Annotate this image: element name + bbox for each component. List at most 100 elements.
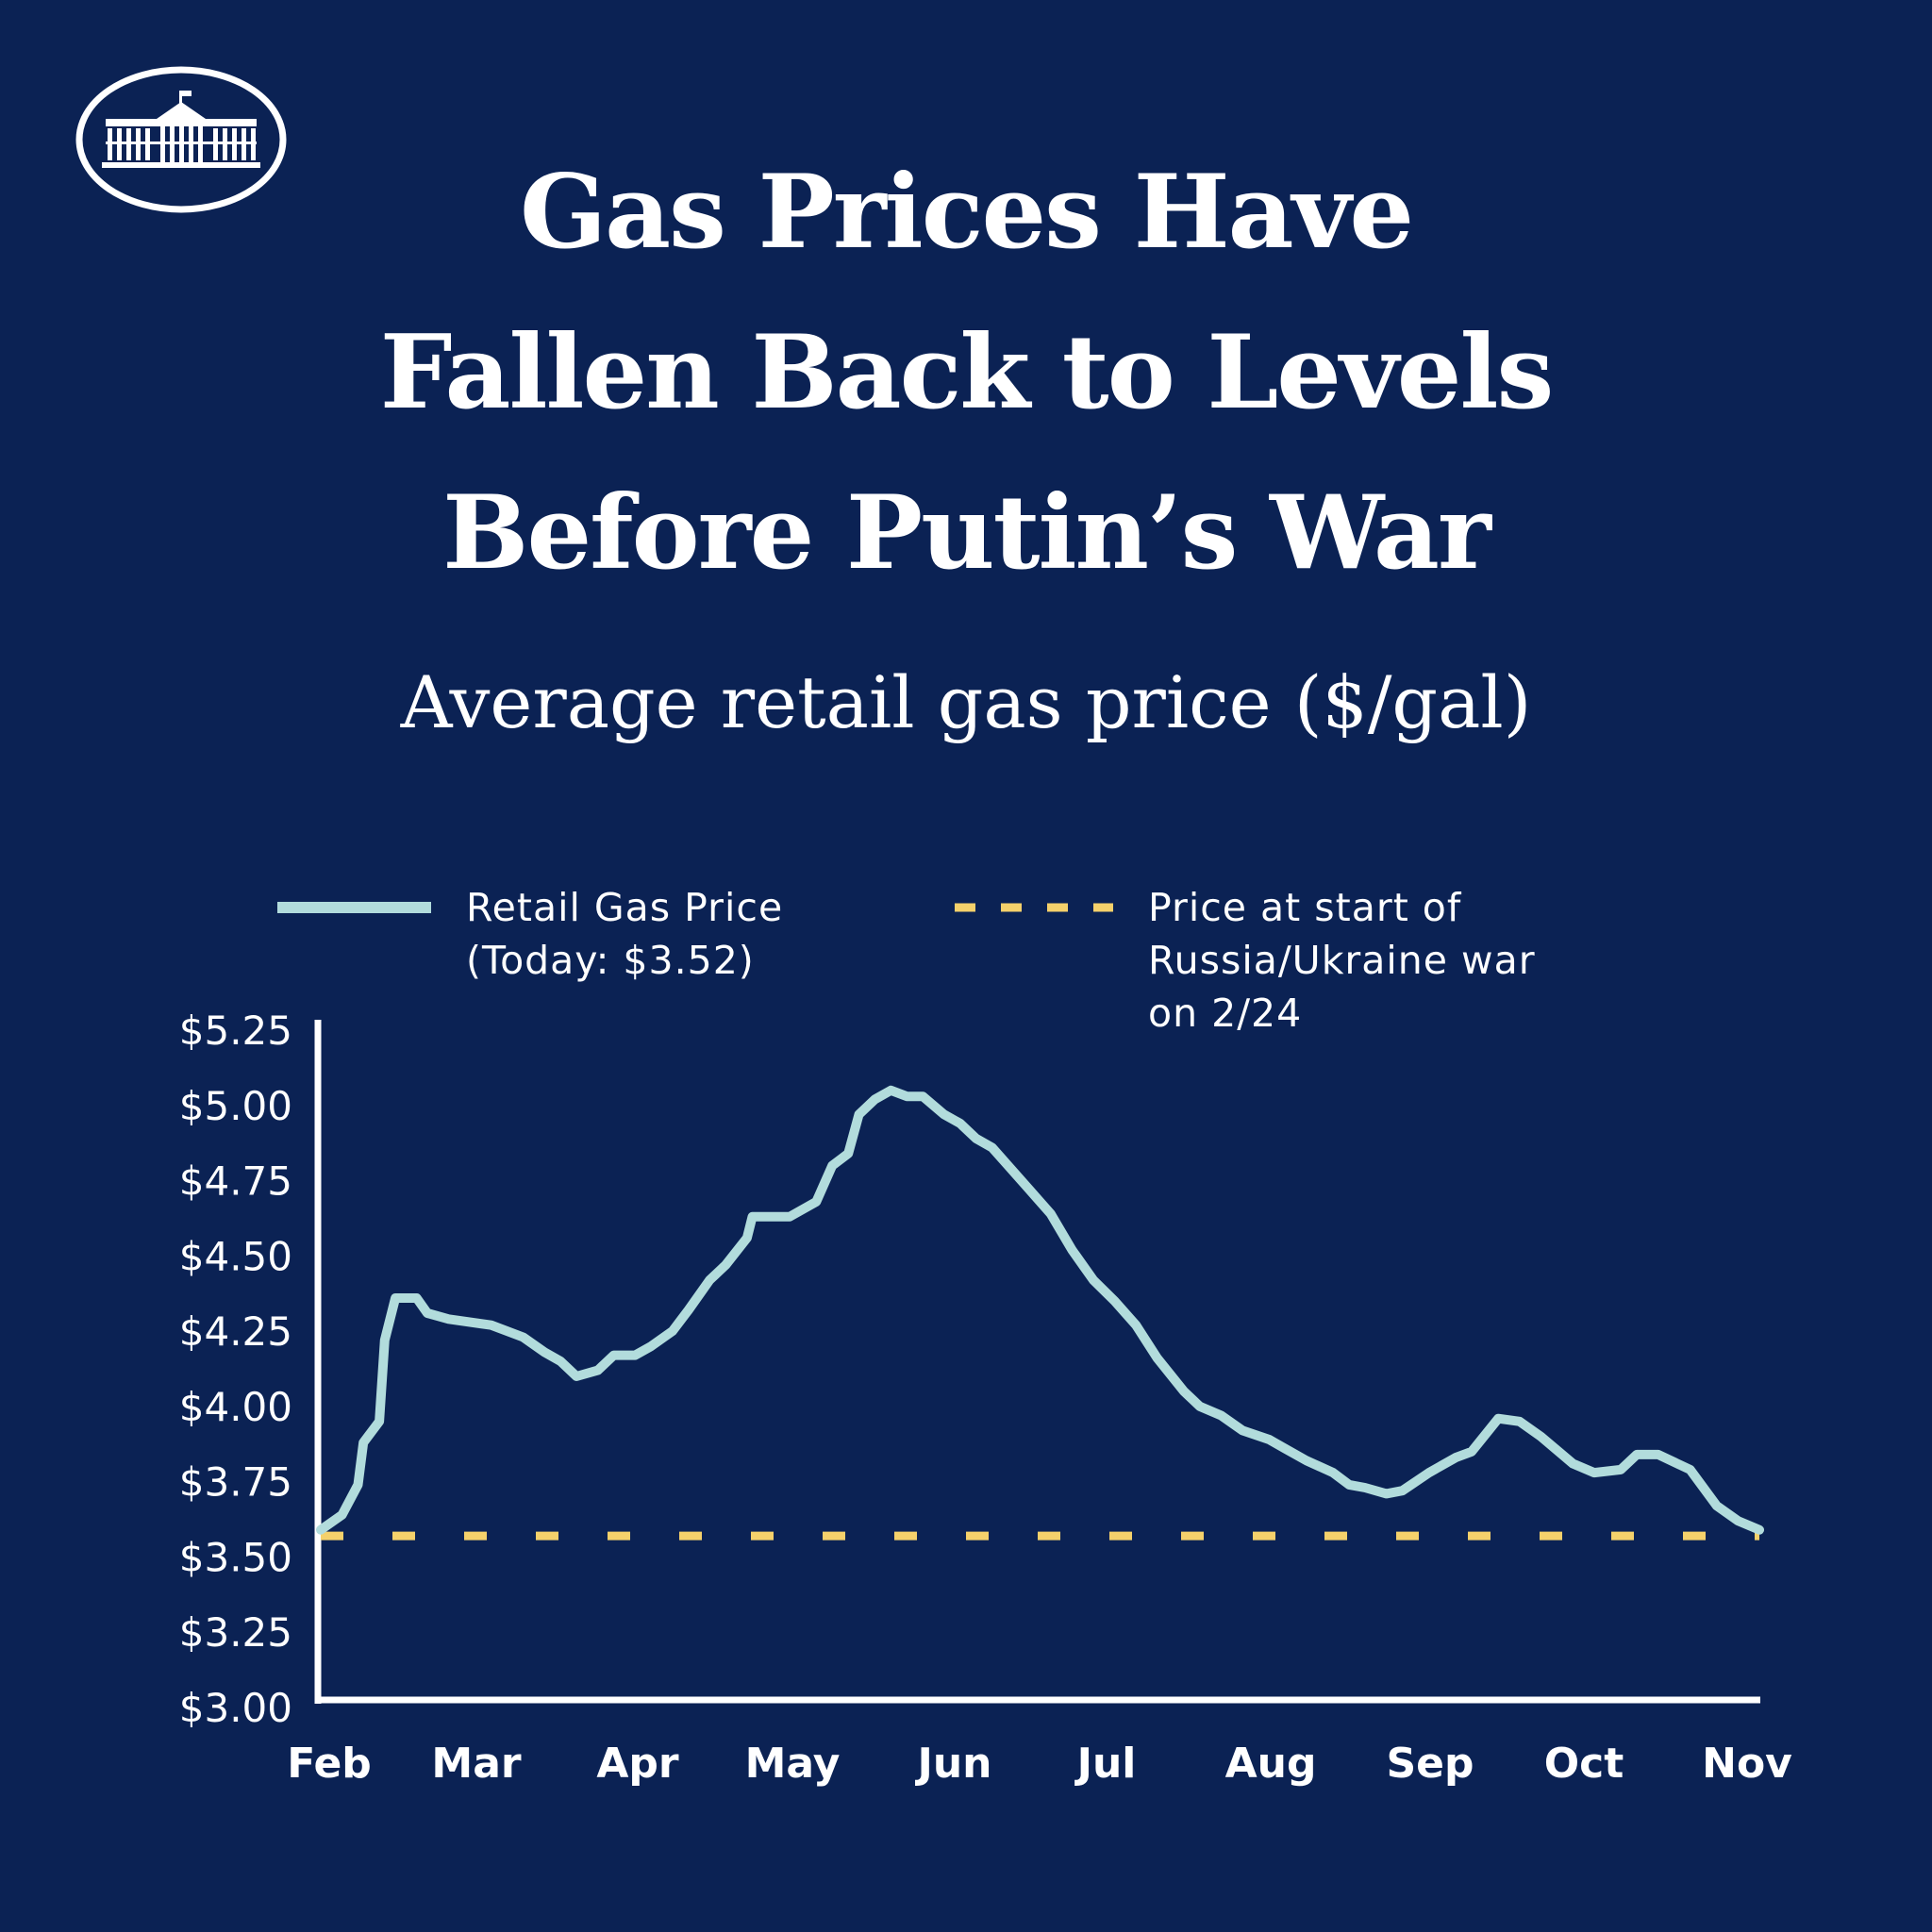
retail-price-point	[959, 1123, 961, 1124]
retail-price-point	[1519, 1421, 1521, 1423]
x-tick-label: Feb	[287, 1740, 372, 1788]
retail-price-point	[1071, 1249, 1073, 1251]
retail-price-point	[922, 1095, 924, 1097]
legend-text-line: Price at start of	[1148, 885, 1462, 930]
legend-retail-label: Retail Gas Price (Today: $3.52)	[466, 881, 783, 987]
retail-price-point	[831, 1165, 833, 1167]
retail-price-point	[1620, 1469, 1622, 1471]
retail-price-point	[1332, 1472, 1334, 1474]
retail-price-point	[906, 1095, 908, 1097]
y-tick-label: $4.50	[179, 1233, 292, 1279]
retail-price-point	[975, 1138, 977, 1140]
retail-price-point	[1716, 1505, 1718, 1507]
retail-price-point	[1758, 1529, 1760, 1531]
retail-price-point	[1284, 1448, 1286, 1450]
retail-price-point	[1657, 1454, 1659, 1456]
retail-price-point	[384, 1340, 386, 1341]
retail-price-point	[1455, 1457, 1457, 1458]
retail-price-point	[1092, 1279, 1094, 1281]
retail-price-point	[943, 1113, 945, 1115]
legend-war-start-label: Price at start of Russia/Ukraine war on …	[1148, 881, 1536, 1040]
y-tick-label: $3.00	[179, 1685, 292, 1731]
retail-price-point	[575, 1375, 577, 1377]
retail-price-point	[708, 1279, 710, 1281]
retail-price-point	[650, 1345, 652, 1347]
y-tick-label: $3.25	[179, 1609, 292, 1656]
y-tick-label: $4.75	[179, 1158, 292, 1205]
retail-price-point	[688, 1309, 690, 1311]
retail-price-point	[1386, 1492, 1388, 1494]
retail-price-point	[1737, 1520, 1739, 1522]
retail-price-point	[672, 1330, 674, 1332]
retail-price-point	[613, 1355, 615, 1357]
x-tick-label: Mar	[431, 1740, 521, 1788]
retail-price-point	[1364, 1487, 1366, 1489]
retail-price-point	[378, 1421, 380, 1423]
x-tick-label: Jun	[914, 1740, 991, 1788]
retail-price-point	[1471, 1451, 1473, 1453]
retail-price-point	[1241, 1429, 1243, 1431]
retail-price-point	[1028, 1189, 1030, 1191]
retail-price-point	[1221, 1414, 1223, 1416]
y-tick-label: $5.25	[179, 1008, 292, 1054]
legend-text-line: Russia/Ukraine war	[1148, 938, 1536, 983]
retail-price-point	[991, 1146, 993, 1148]
retail-price-point	[341, 1514, 343, 1516]
retail-price-point	[448, 1318, 450, 1320]
x-tick-label: Nov	[1702, 1740, 1792, 1788]
legend-text-line: Retail Gas Price	[466, 885, 784, 930]
x-tick-label: Apr	[596, 1740, 679, 1788]
retail-price-point	[1306, 1459, 1307, 1461]
retail-price-point	[1157, 1357, 1158, 1359]
legend-text-line: (Today: $3.52)	[466, 938, 755, 983]
x-tick-label: Aug	[1225, 1740, 1317, 1788]
retail-price-point	[1428, 1472, 1430, 1474]
retail-price-point	[815, 1201, 817, 1203]
retail-price-point	[559, 1360, 561, 1362]
y-tick-label: $4.00	[179, 1384, 292, 1430]
retail-price-point	[1497, 1418, 1499, 1420]
retail-price-point	[1636, 1454, 1638, 1456]
x-tick-label: Jul	[1074, 1740, 1137, 1788]
x-tick-label: May	[745, 1740, 841, 1788]
retail-price-point	[1050, 1213, 1052, 1215]
retail-price-point	[746, 1237, 748, 1239]
retail-price-point	[1268, 1439, 1270, 1441]
white-house-logo	[75, 66, 287, 213]
retail-price-point	[1135, 1324, 1137, 1326]
title-line: Fallen Back to Levels	[379, 313, 1555, 432]
retail-price-point	[597, 1370, 599, 1372]
retail-price-point	[416, 1297, 418, 1299]
y-tick-label: $4.25	[179, 1308, 292, 1355]
retail-price-point	[362, 1441, 364, 1443]
retail-price-point	[634, 1355, 636, 1357]
retail-price-point	[752, 1216, 753, 1218]
retail-price-point	[1348, 1484, 1350, 1486]
retail-price-point	[320, 1529, 322, 1531]
retail-gas-price-line	[316, 1085, 1764, 1535]
y-tick-label: $5.00	[179, 1083, 292, 1129]
x-tick-label: Oct	[1544, 1740, 1624, 1788]
retail-price-point	[847, 1153, 849, 1155]
retail-price-point	[1572, 1463, 1574, 1465]
retail-price-point	[724, 1264, 726, 1266]
retail-price-point	[1593, 1472, 1595, 1474]
retail-price-point	[426, 1312, 428, 1314]
retail-price-point	[1199, 1406, 1201, 1407]
page-title: Gas Prices Have Fallen Back to Levels Be…	[0, 132, 1932, 613]
chart-subtitle: Average retail gas price ($/gal)	[400, 660, 1532, 744]
retail-price-point	[523, 1336, 525, 1338]
retail-price-point	[394, 1297, 396, 1299]
legend-text-line: on 2/24	[1148, 991, 1303, 1036]
retail-price-point	[1114, 1300, 1116, 1302]
y-tick-label: $3.50	[179, 1534, 292, 1580]
title-line: Before Putin’s War	[442, 474, 1491, 592]
title-line: Gas Prices Have	[519, 153, 1414, 272]
retail-price-point	[543, 1351, 545, 1353]
retail-price-point	[789, 1216, 791, 1218]
retail-price-point	[858, 1113, 859, 1115]
retail-price-point	[874, 1098, 875, 1100]
y-tick-label: $3.75	[179, 1459, 292, 1506]
x-tick-label: Sep	[1386, 1740, 1474, 1788]
